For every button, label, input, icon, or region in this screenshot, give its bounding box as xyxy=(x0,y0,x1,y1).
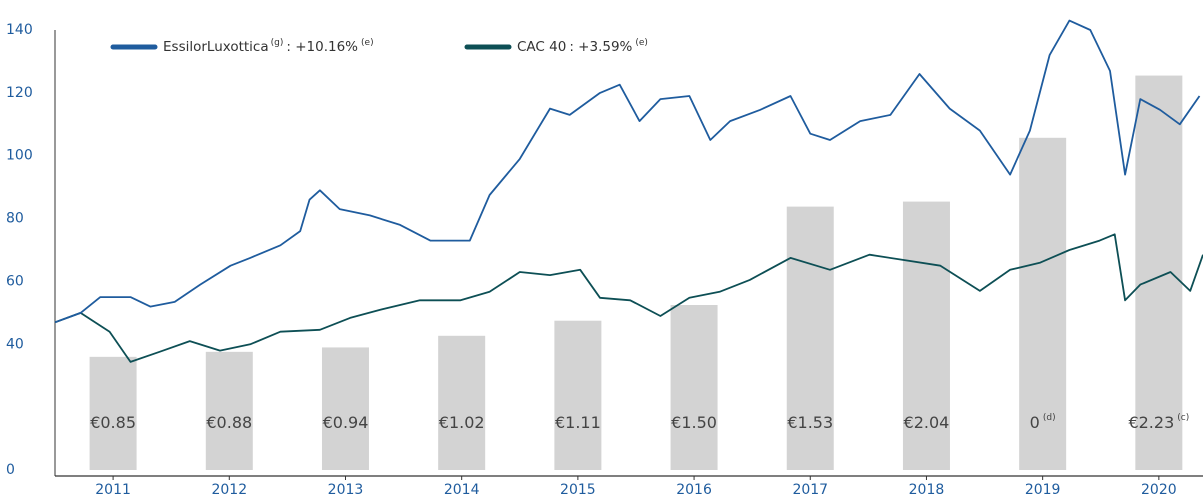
bar xyxy=(205,351,253,470)
x-tick-label: 2019 xyxy=(1025,482,1061,498)
legend-note: (e) xyxy=(361,38,374,48)
legend-name: EssilorLuxottica xyxy=(163,39,269,55)
legend-performance: : +10.16% xyxy=(286,39,358,55)
y-tick-label: 0 xyxy=(6,462,15,478)
legend-performance: : +3.59% xyxy=(569,39,632,55)
bar-label-text: €1.11 xyxy=(555,413,601,432)
series-line xyxy=(54,233,1203,363)
y-tick-label: 80 xyxy=(6,211,24,227)
bar xyxy=(321,347,369,470)
bar xyxy=(89,356,137,470)
bar-label-text: €1.02 xyxy=(439,413,485,432)
bar xyxy=(786,206,834,470)
y-tick-label: 100 xyxy=(6,148,33,164)
bar-label-text: €0.85 xyxy=(90,413,136,432)
bar xyxy=(1019,137,1067,471)
bar-label-note: (c) xyxy=(1177,413,1189,423)
x-tick-label: 2018 xyxy=(909,482,945,498)
bar-label: €0.94 xyxy=(323,413,369,432)
bar-label-text: €2.23 xyxy=(1128,413,1174,432)
x-tick-label: 2014 xyxy=(444,482,480,498)
bar-label: 0 (d) xyxy=(1030,413,1056,432)
legend-note: (e) xyxy=(635,38,648,48)
y-tick-label: 60 xyxy=(6,273,24,289)
bar xyxy=(438,335,486,470)
bar-label: €1.02 xyxy=(439,413,485,432)
bar-label: €1.11 xyxy=(555,413,601,432)
bar-label: €0.88 xyxy=(206,413,252,432)
x-tick-label: 2016 xyxy=(676,482,712,498)
bar-label-text: 0 xyxy=(1030,413,1040,432)
bar-label: €2.04 xyxy=(904,413,950,432)
bar xyxy=(902,201,950,470)
x-tick-label: 2015 xyxy=(560,482,596,498)
series-line xyxy=(54,19,1201,324)
y-tick-label: 40 xyxy=(6,336,24,352)
bar xyxy=(1135,75,1183,471)
x-tick-label: 2012 xyxy=(211,482,247,498)
bar-label-text: €0.88 xyxy=(206,413,252,432)
bar xyxy=(670,305,718,470)
bar-label-text: €2.04 xyxy=(904,413,950,432)
bar-label: €1.50 xyxy=(671,413,717,432)
legend-note: (g) xyxy=(271,38,284,48)
x-tick-label: 2013 xyxy=(328,482,364,498)
x-tick-label: 2011 xyxy=(95,482,131,498)
bar-label: €1.53 xyxy=(787,413,833,432)
x-tick-label: 2020 xyxy=(1141,482,1177,498)
bar-label: €0.85 xyxy=(90,413,136,432)
y-tick-label: 140 xyxy=(6,22,33,38)
bar xyxy=(554,320,602,470)
legend-text: CAC 40: +3.59% (e) xyxy=(517,38,648,56)
bar-label-text: €1.53 xyxy=(787,413,833,432)
legend-text: EssilorLuxottica (g): +10.16% (e) xyxy=(163,38,374,56)
legend-name: CAC 40 xyxy=(517,39,566,55)
bar-label-text: €1.50 xyxy=(671,413,717,432)
bar-label: €2.23 (c) xyxy=(1128,413,1189,432)
bar-label-text: €0.94 xyxy=(323,413,369,432)
bar-label-note: (d) xyxy=(1043,413,1056,423)
x-tick-label: 2017 xyxy=(792,482,828,498)
y-tick-label: 120 xyxy=(6,85,33,101)
